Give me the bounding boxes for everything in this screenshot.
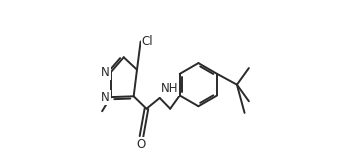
Text: N: N [101,66,110,79]
Text: NH: NH [160,82,178,95]
Text: N: N [101,91,110,104]
Text: Cl: Cl [141,35,153,48]
Text: O: O [137,138,146,151]
